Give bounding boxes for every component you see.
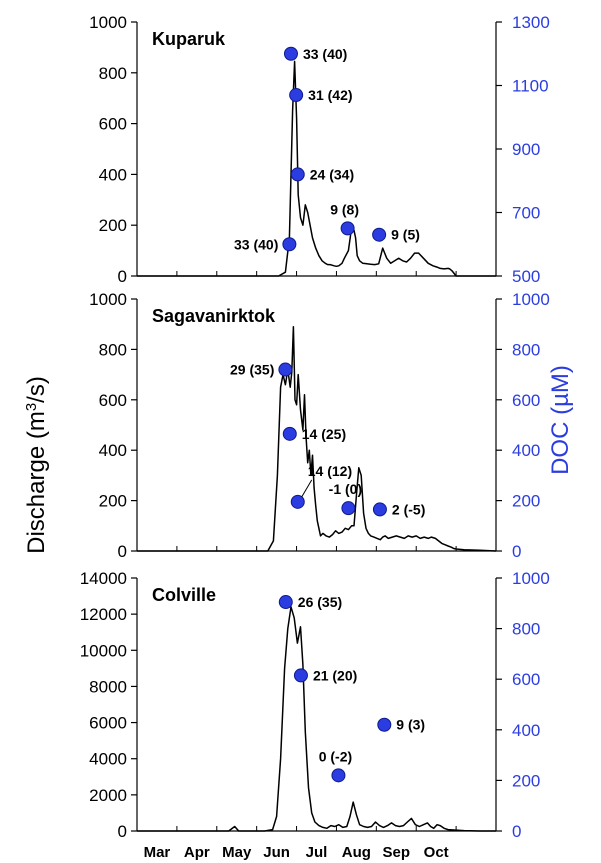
doc-point: [341, 501, 356, 516]
x-tick-label: Apr: [184, 844, 210, 861]
y-tick-label: 400: [99, 441, 127, 460]
y-tick-label: 14000: [80, 569, 127, 588]
doc-point: [282, 237, 297, 252]
doc-point: [340, 221, 355, 236]
panel-title: Sagavanirktok: [152, 306, 276, 326]
doc-point: [278, 362, 293, 377]
doc-point: [331, 768, 346, 783]
y-tick-label: 12000: [80, 605, 127, 624]
y-tick-label: 6000: [89, 714, 127, 733]
doc-point-label: 0 (-2): [319, 748, 352, 764]
x-tick-label: Jul: [306, 844, 328, 861]
y-tick-label: 600: [99, 391, 127, 410]
y2-tick-label: 800: [512, 340, 540, 359]
doc-point-label: 9 (8): [330, 201, 359, 217]
x-tick-label: Oct: [424, 844, 449, 861]
y-tick-label: 1000: [89, 13, 127, 32]
doc-point-label: 21 (20): [313, 667, 357, 683]
y2-tick-label: 1300: [512, 13, 550, 32]
y-tick-label: 800: [99, 340, 127, 359]
panel-title: Colville: [152, 585, 216, 605]
doc-point-label: 9 (5): [391, 227, 420, 243]
doc-point: [289, 88, 304, 103]
doc-point: [377, 717, 392, 732]
panel-kuparuk: 0 200 400 600 800 1000 500 700 900 1100 1300 Kuparu…: [89, 13, 550, 286]
y2-tick-label: 0: [512, 822, 521, 841]
y-axis-title: Discharge (m3/s): [23, 376, 50, 554]
y-tick-label: 0: [118, 542, 127, 561]
y2-axis-title: DOC (µM): [547, 365, 574, 475]
y-tick-label: 8000: [89, 677, 127, 696]
doc-point-label: 14 (25): [302, 426, 346, 442]
doc-point: [283, 46, 298, 61]
y2-tick-label: 400: [512, 721, 540, 740]
x-tick-label: Jun: [263, 844, 290, 861]
discharge-line: [137, 325, 497, 552]
panel-title: Kuparuk: [152, 29, 226, 49]
doc-point: [293, 668, 308, 683]
doc-point-label: 14 (12): [308, 463, 352, 479]
y2-tick-label: 200: [512, 492, 540, 511]
x-tick-label: Aug: [342, 844, 371, 861]
doc-point: [282, 426, 297, 441]
doc-point: [372, 227, 387, 242]
y2-tick-label: 600: [512, 670, 540, 689]
doc-point-label: 33 (40): [303, 46, 347, 62]
doc-point: [372, 502, 387, 517]
y2-tick-label: 800: [512, 620, 540, 639]
y2-tick-label: 700: [512, 204, 540, 223]
doc-point-label: 31 (42): [308, 87, 352, 103]
y2-tick-label: 1000: [512, 290, 550, 309]
panel-colville: 0 2000 4000 6000 8000 10000 12000 14000 0 200 400 6…: [80, 569, 550, 861]
doc-point-label: 29 (35): [230, 362, 274, 378]
y-tick-label: 0: [118, 267, 127, 286]
y-tick-label: 600: [99, 115, 127, 134]
discharge-line: [137, 606, 496, 832]
doc-point-label: 9 (3): [396, 717, 425, 733]
discharge-line: [137, 60, 496, 277]
y-tick-label: 4000: [89, 750, 127, 769]
y2-tick-label: 0: [512, 542, 521, 561]
doc-point: [290, 494, 305, 509]
doc-point-label: 26 (35): [298, 594, 342, 610]
y-tick-label: 800: [99, 64, 127, 83]
doc-point-label: 2 (-5): [392, 501, 425, 517]
y-tick-label: 10000: [80, 641, 127, 660]
doc-point-label: 24 (34): [310, 166, 354, 182]
label-leader-line: [301, 479, 313, 498]
y-tick-label: 1000: [89, 290, 127, 309]
doc-point: [290, 167, 305, 182]
y2-tick-label: 500: [512, 267, 540, 286]
y2-tick-label: 1000: [512, 569, 550, 588]
y-tick-label: 400: [99, 165, 127, 184]
doc-point: [278, 595, 293, 610]
y2-tick-label: 200: [512, 771, 540, 790]
y2-tick-label: 1100: [512, 77, 549, 96]
y-tick-label: 2000: [89, 786, 127, 805]
y-tick-label: 200: [99, 216, 127, 235]
x-tick-label: Mar: [144, 844, 171, 861]
y-tick-label: 0: [118, 822, 127, 841]
x-tick-label: Sep: [383, 844, 411, 861]
y2-tick-label: 900: [512, 140, 540, 159]
panel-sagavanirktok: 0 200 400 600 800 1000 0 200 400 600 800 1000 Sagava…: [89, 290, 550, 561]
y2-tick-label: 600: [512, 391, 540, 410]
doc-point-label: 33 (40): [234, 236, 278, 252]
doc-point-label: -1 (0): [329, 481, 362, 497]
y-tick-label: 200: [99, 492, 127, 511]
x-tick-label: May: [222, 844, 252, 861]
y2-tick-label: 400: [512, 441, 540, 460]
